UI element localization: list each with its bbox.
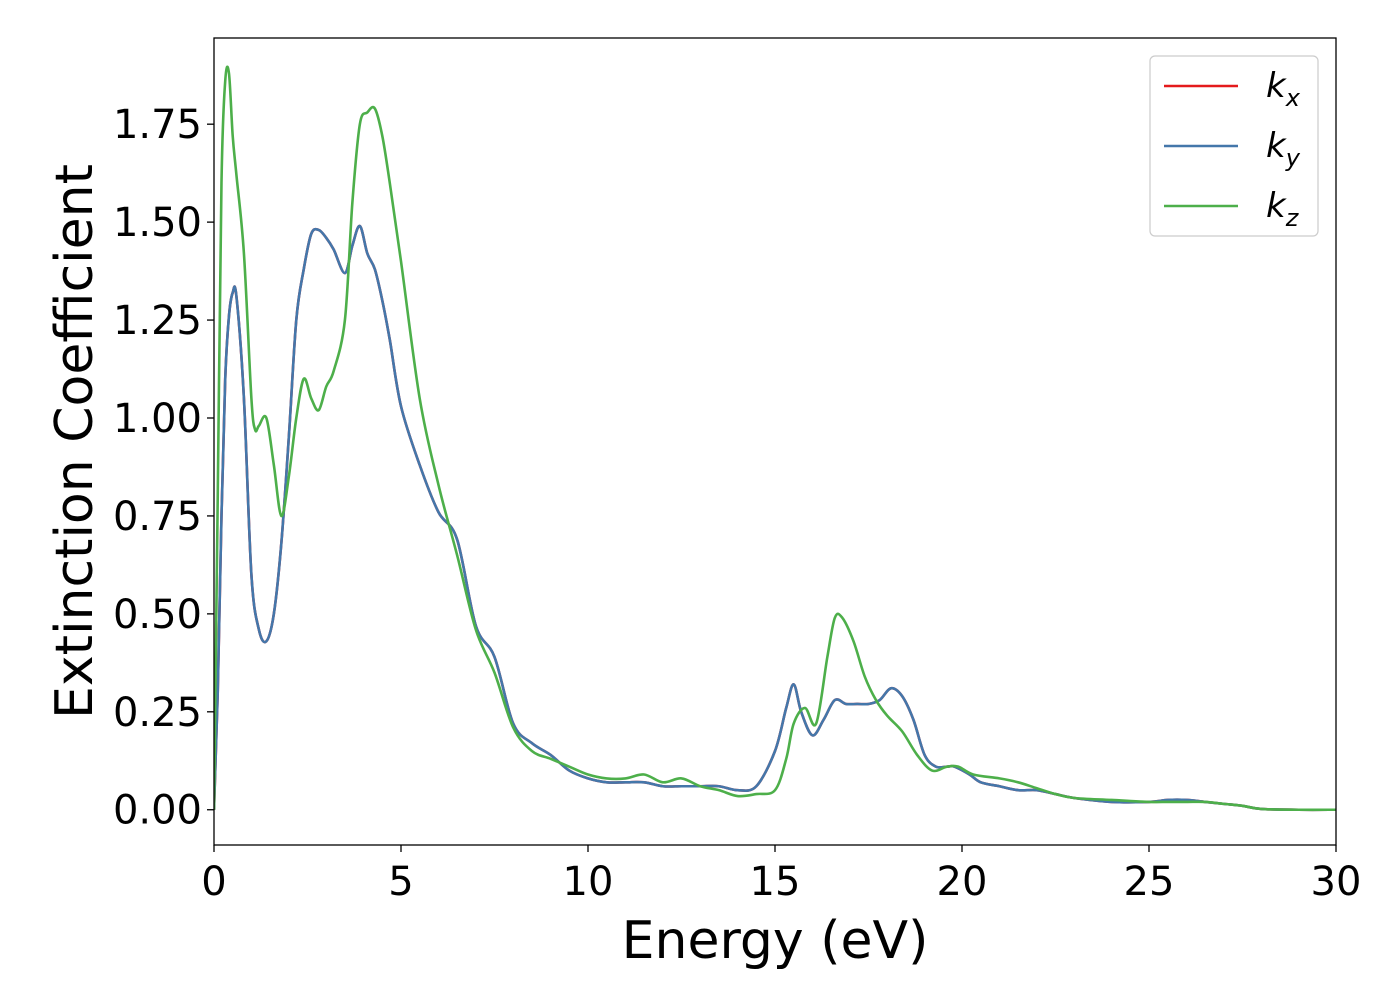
legend-label-base: k	[1266, 126, 1287, 166]
series-line-kx	[214, 224, 1336, 812]
x-tick-label: 25	[1124, 859, 1175, 905]
series-layer	[214, 65, 1336, 812]
y-tick-label: 0.50	[113, 592, 202, 638]
y-tick-label: 0.75	[113, 494, 202, 540]
legend-label-base: k	[1266, 66, 1287, 106]
legend-label-kz: kz	[1266, 186, 1300, 232]
legend-label-ky: ky	[1266, 126, 1301, 172]
legend-label-subscript: z	[1285, 204, 1300, 232]
y-tick-label: 1.75	[113, 102, 202, 148]
legend-label-subscript: x	[1285, 84, 1301, 112]
y-axis-title: Extinction Coefficient	[45, 164, 105, 719]
series-line-ky	[214, 224, 1336, 812]
x-tick-label: 20	[937, 859, 988, 905]
x-tick-label: 0	[201, 859, 226, 905]
x-tick-label: 15	[750, 859, 801, 905]
x-tick-label: 30	[1311, 859, 1362, 905]
legend-label-subscript: y	[1285, 144, 1301, 172]
y-tick-label: 1.50	[113, 200, 202, 246]
x-axis-title: Energy (eV)	[622, 911, 929, 971]
x-ticks: 0 5 10 15 20 25 30	[201, 845, 1361, 905]
legend-label-base: k	[1266, 186, 1287, 226]
x-tick-label: 10	[563, 859, 614, 905]
x-tick-label: 5	[388, 859, 413, 905]
y-ticks: 0.00 0.25 0.50 0.75 1.00 1.25 1.50 1.75	[113, 102, 214, 834]
y-tick-label: 0.00	[113, 788, 202, 834]
y-tick-label: 1.25	[113, 298, 202, 344]
legend-label-kx: kx	[1266, 66, 1301, 112]
y-tick-label: 0.25	[113, 690, 202, 736]
series-line-kz	[214, 65, 1336, 812]
y-tick-label: 1.00	[113, 396, 202, 442]
